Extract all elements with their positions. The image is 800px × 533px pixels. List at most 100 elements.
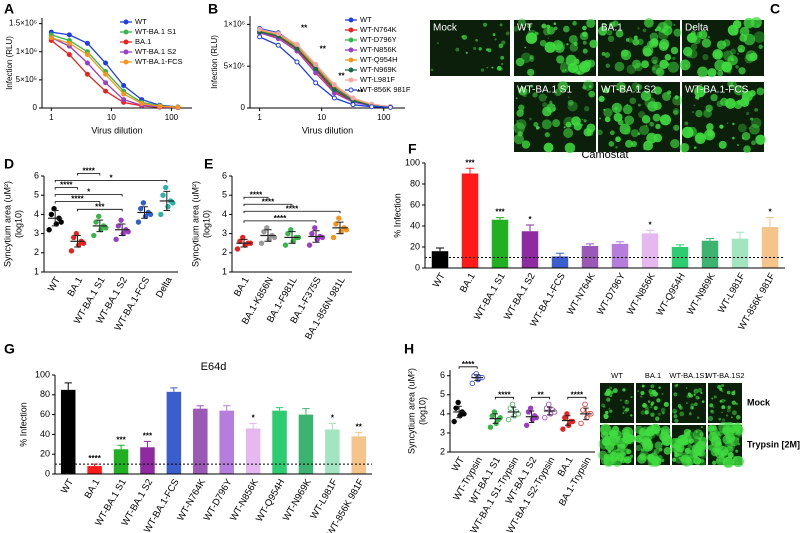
cell	[530, 84, 534, 88]
cell	[717, 70, 724, 77]
cell	[637, 132, 641, 136]
cell	[644, 404, 649, 409]
annotation: **	[338, 71, 345, 80]
significance: *	[87, 188, 91, 197]
bar	[113, 449, 129, 474]
y-tick-label: 5	[34, 190, 39, 200]
cell	[567, 101, 578, 112]
cell	[727, 452, 734, 459]
cell	[643, 140, 653, 151]
cell	[607, 35, 615, 43]
cell	[609, 394, 613, 398]
data-point	[487, 424, 494, 430]
cell	[565, 54, 577, 66]
bar	[245, 428, 261, 474]
data-point	[121, 97, 127, 103]
data-point	[578, 420, 584, 427]
cell	[652, 59, 658, 65]
cell	[639, 395, 643, 398]
data-point	[313, 80, 319, 86]
data-point	[570, 418, 576, 425]
cell	[622, 388, 626, 392]
cell	[650, 406, 652, 408]
cell	[625, 409, 628, 412]
data-point	[330, 234, 337, 241]
data-point	[451, 418, 457, 425]
cell	[619, 123, 631, 135]
cell	[738, 67, 746, 75]
sd-bar	[456, 405, 462, 419]
cell	[712, 446, 721, 454]
cell	[682, 46, 693, 57]
cell	[711, 397, 714, 400]
cell	[705, 104, 713, 112]
sd-bar	[74, 235, 81, 248]
legend-label: WT-BA.1 S1	[135, 27, 176, 36]
cell	[529, 117, 532, 121]
cell	[644, 17, 654, 28]
cell	[680, 437, 689, 446]
cell	[726, 390, 731, 395]
cell	[582, 85, 587, 90]
significance: *	[768, 208, 772, 217]
bracket	[243, 203, 293, 207]
cell	[653, 450, 657, 454]
data-point	[313, 62, 319, 68]
data-point	[257, 34, 263, 40]
significance: *	[109, 174, 113, 183]
image-label: Mock	[433, 23, 458, 34]
y-axis-label: (log10)	[13, 210, 23, 238]
legend-marker	[348, 87, 354, 93]
cell	[707, 68, 717, 78]
legend-label: WT-BA.1 S2	[135, 47, 176, 56]
cell	[647, 400, 651, 403]
cell	[641, 438, 653, 449]
cell	[501, 40, 506, 45]
bar	[219, 410, 234, 474]
cell	[732, 122, 735, 126]
cell	[716, 458, 721, 463]
cell	[703, 109, 712, 118]
cell	[730, 429, 736, 434]
cell	[697, 451, 703, 457]
cell	[498, 43, 504, 49]
series-line	[51, 37, 178, 109]
significance: **	[356, 423, 363, 432]
cell	[527, 29, 537, 40]
cell	[746, 111, 750, 116]
image-label: Delta	[685, 23, 709, 34]
data-point	[331, 95, 337, 101]
bar	[272, 410, 287, 474]
data-point	[294, 59, 300, 65]
cell	[679, 59, 691, 71]
data-point	[84, 71, 90, 77]
data-point	[333, 221, 339, 227]
cell	[571, 116, 581, 126]
cell	[500, 55, 505, 60]
cell	[698, 30, 708, 40]
cell	[641, 115, 651, 124]
cell	[741, 132, 751, 141]
error-bar	[64, 382, 72, 390]
annotation: **	[301, 24, 308, 33]
cell	[546, 103, 556, 113]
cell	[588, 85, 592, 89]
annotation: **	[357, 88, 364, 97]
cell	[652, 113, 661, 122]
cell	[739, 26, 750, 37]
cell	[520, 52, 532, 64]
cell	[697, 388, 703, 393]
cell	[626, 448, 632, 455]
x-tick-label: Delta	[154, 275, 175, 300]
legend-marker	[348, 37, 354, 43]
legend-label: WT-L981F	[360, 75, 395, 84]
data-point	[66, 40, 72, 46]
error-bar	[249, 423, 257, 429]
cell	[667, 90, 672, 95]
y-tick-label: 2	[222, 247, 227, 257]
cell	[582, 25, 587, 31]
cell	[619, 451, 626, 458]
bar	[87, 466, 102, 474]
cell	[717, 384, 722, 390]
cell	[521, 89, 524, 92]
